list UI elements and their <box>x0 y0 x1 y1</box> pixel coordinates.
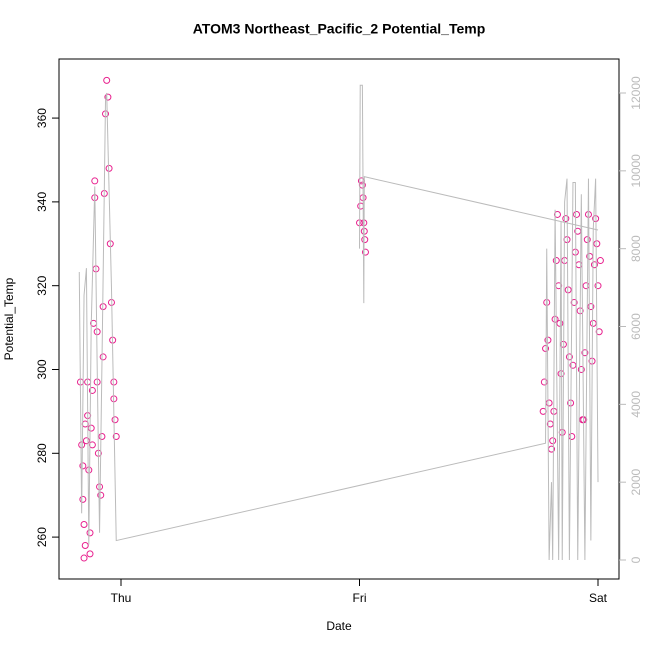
chart-title: ATOM3 Northeast_Pacific_2 Potential_Temp <box>193 21 486 37</box>
y2-tick-label: 8000 <box>629 235 643 262</box>
y2-tick-label: 6000 <box>629 313 643 340</box>
x-tick-label: Sat <box>589 591 608 605</box>
point <box>596 257 604 265</box>
point <box>570 298 578 306</box>
point <box>80 554 88 562</box>
point <box>111 416 119 424</box>
point <box>88 441 96 449</box>
y2-tick-label: 4000 <box>629 391 643 418</box>
point <box>82 437 90 445</box>
point <box>98 433 106 441</box>
y-tick-label: 340 <box>35 192 49 212</box>
x-tick-label: Thu <box>111 591 132 605</box>
point <box>103 76 111 84</box>
point <box>88 386 96 394</box>
line <box>78 84 599 561</box>
point <box>87 424 95 432</box>
y-tick-label: 320 <box>35 275 49 295</box>
y-axis-label: Potential_Temp <box>2 277 16 360</box>
point <box>587 303 595 311</box>
y2-tick-label: 12000 <box>629 76 643 110</box>
point <box>110 378 118 386</box>
point <box>557 370 565 378</box>
point <box>545 399 553 407</box>
point <box>595 328 603 336</box>
x-tick-label: Fri <box>353 591 367 605</box>
point <box>97 491 105 499</box>
point <box>583 236 591 244</box>
y-tick-label: 280 <box>35 443 49 463</box>
point <box>112 433 120 441</box>
point <box>540 378 548 386</box>
y-tick-label: 300 <box>35 359 49 379</box>
point <box>594 282 602 290</box>
point <box>577 365 585 373</box>
point <box>542 345 550 353</box>
point <box>86 529 94 537</box>
point <box>85 466 93 474</box>
point <box>552 257 560 265</box>
point <box>568 433 576 441</box>
point <box>553 210 561 218</box>
y-tick-label: 260 <box>35 527 49 547</box>
point <box>86 550 94 558</box>
point <box>104 93 112 101</box>
point <box>91 177 99 185</box>
plot-box <box>58 58 620 580</box>
point <box>573 210 581 218</box>
x-axis-label: Date <box>326 619 352 633</box>
point <box>79 495 87 503</box>
point <box>551 315 559 323</box>
y2-tick-label: 10000 <box>629 154 643 188</box>
point <box>589 319 597 327</box>
point <box>582 282 590 290</box>
point <box>78 441 86 449</box>
y-tick-label: 360 <box>35 108 49 128</box>
point <box>593 240 601 248</box>
y2-tick-label: 2000 <box>629 469 643 496</box>
point <box>99 353 107 361</box>
point <box>562 215 570 223</box>
point <box>565 353 573 361</box>
point <box>549 437 557 445</box>
y2-tick-label: 0 <box>629 556 643 563</box>
point <box>569 361 577 369</box>
point <box>361 236 369 244</box>
point <box>80 521 88 529</box>
point <box>590 261 598 269</box>
point <box>81 541 89 549</box>
point <box>96 483 104 491</box>
point <box>581 349 589 357</box>
point <box>79 462 87 470</box>
point <box>361 248 369 256</box>
